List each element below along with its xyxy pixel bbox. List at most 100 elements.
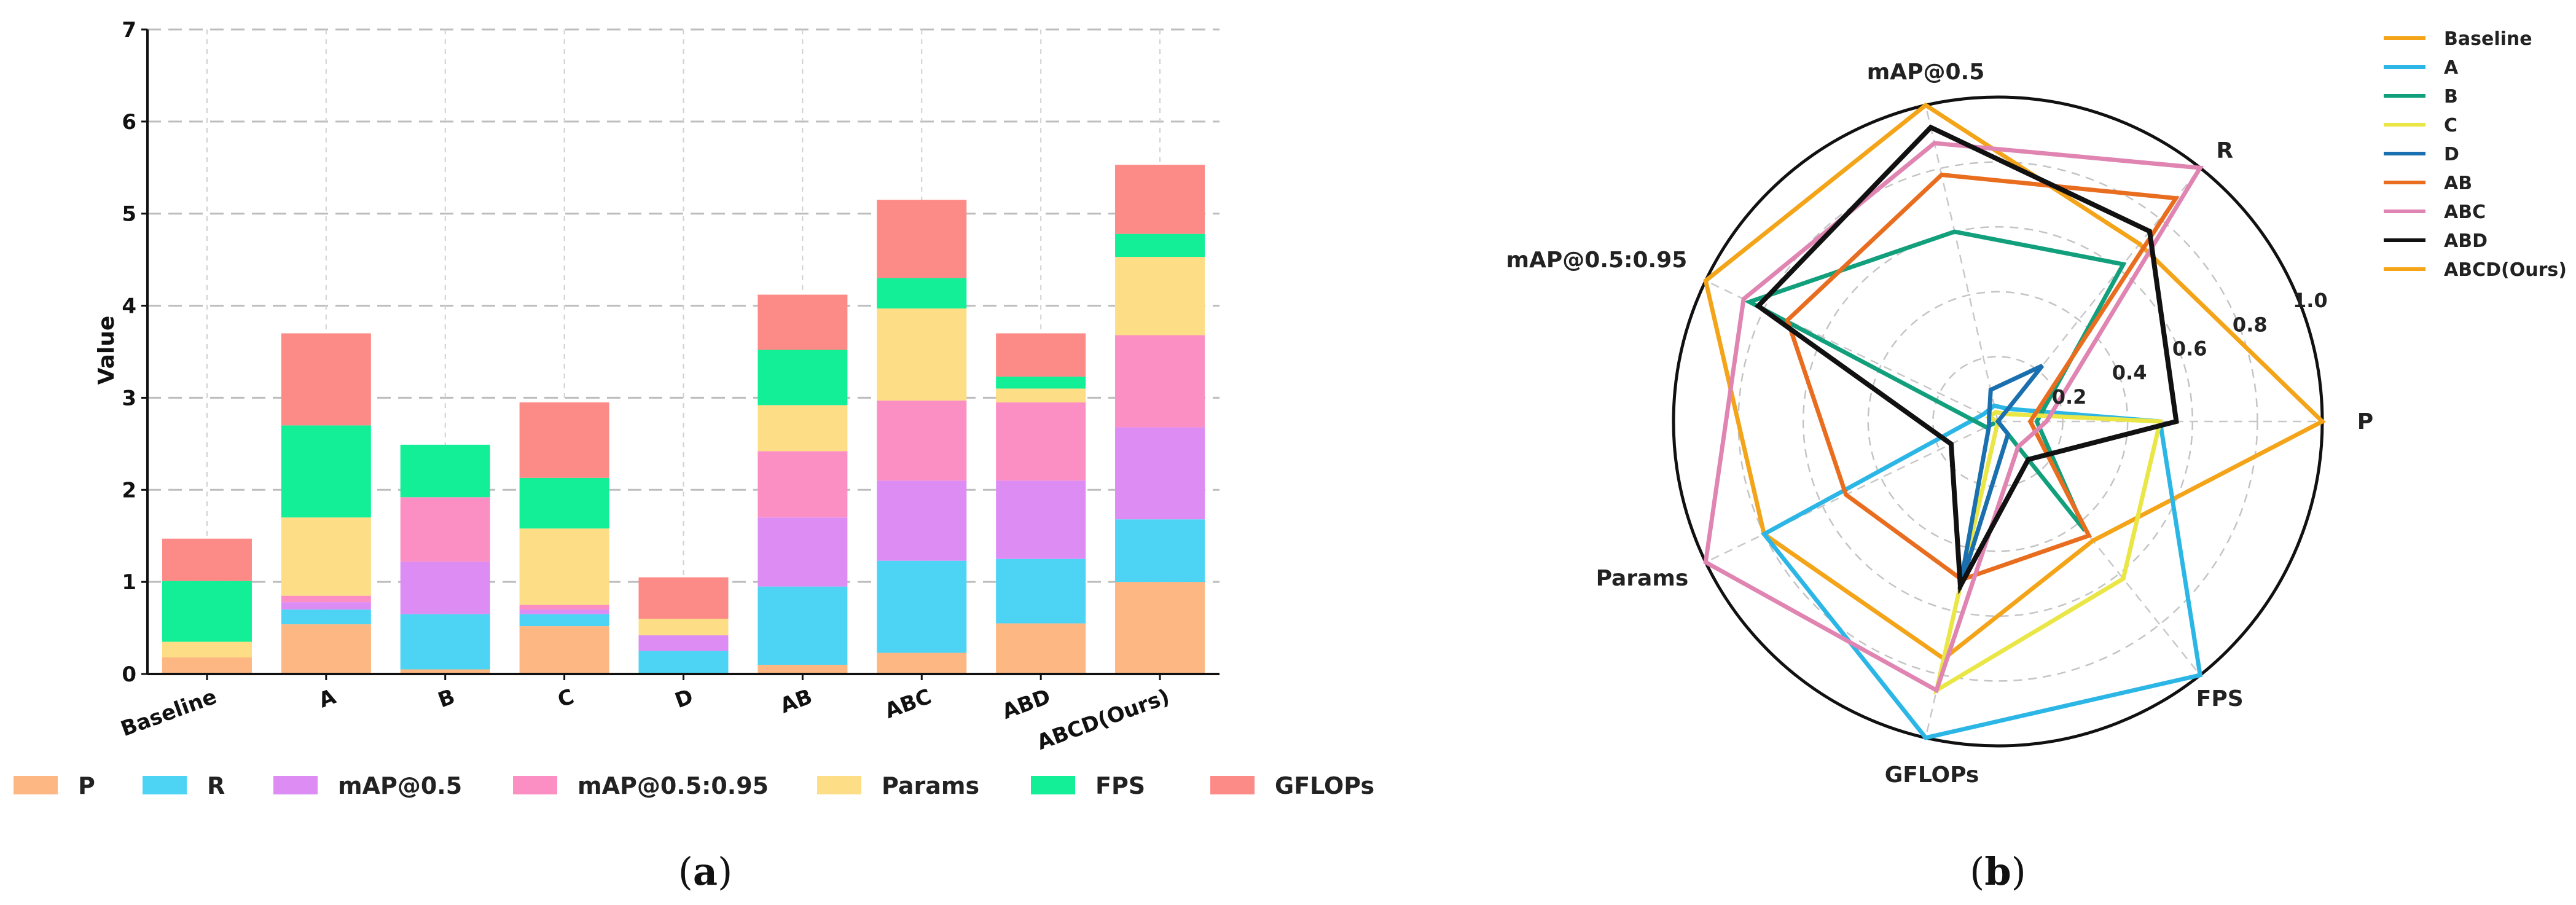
bar-segment: [638, 635, 729, 651]
bar-segment: [162, 657, 252, 674]
bar-segment: [996, 558, 1086, 624]
bar-segment: [996, 623, 1086, 674]
bar-segment: [877, 480, 967, 561]
radar-legend-label: AB: [2444, 173, 2472, 194]
bar-segment: [519, 402, 609, 478]
bar-segment: [996, 388, 1086, 402]
radar-series-polygon: [1744, 229, 2127, 532]
bar-x-tick-label: C: [555, 684, 577, 713]
bar-segment: [996, 480, 1086, 559]
bar-legend-swatch: [143, 776, 187, 794]
radar-r-tick-label: 0.2: [2052, 385, 2087, 409]
bar-segment: [638, 651, 729, 674]
radar-axis-label: P: [2357, 409, 2373, 434]
bar-segment: [281, 602, 371, 610]
bar-segment: [281, 425, 371, 518]
bar-legend-label: GFLOPs: [1275, 772, 1374, 799]
bar-legend-label: mAP@0.5:0.95: [577, 772, 769, 799]
bar-segment: [877, 652, 967, 674]
bar-x-tick-label: ABD: [999, 684, 1054, 724]
bar-segment: [758, 294, 848, 350]
radar-series-polygon: [1785, 172, 2180, 582]
bar-segment: [877, 560, 967, 653]
bar-segment: [162, 581, 252, 642]
bar-segment: [1115, 519, 1205, 582]
bar-segment: [400, 562, 490, 614]
bar-segment: [877, 278, 967, 309]
bar-segment: [996, 402, 1086, 481]
bar-segment: [1115, 233, 1205, 257]
bar-segment: [281, 609, 371, 625]
bar-segment: [519, 609, 609, 614]
bar-segment: [519, 626, 609, 674]
bar-segment: [281, 333, 371, 426]
bar-segment: [758, 350, 848, 405]
radar-series-polygon: [1703, 141, 2204, 694]
bar-segment: [877, 400, 967, 481]
bar-y-tick-label: 3: [122, 386, 136, 410]
radar-axis-label: R: [2216, 138, 2233, 163]
bar-segment: [519, 614, 609, 627]
bar-segment: [996, 376, 1086, 389]
radar-axis-label: FPS: [2196, 686, 2244, 711]
radar-series-polygon: [1754, 124, 2179, 595]
radar-spoke: [1997, 421, 2201, 676]
bar-segment: [1115, 257, 1205, 335]
radar-legend-label: ABC: [2444, 202, 2486, 223]
bar-legend-swatch: [273, 776, 318, 794]
radar-legend-label: D: [2444, 144, 2459, 165]
bar-y-tick-label: 4: [122, 294, 136, 319]
bar-y-tick-label: 6: [122, 110, 136, 135]
bar-legend-swatch: [513, 776, 557, 794]
bar-marks: [162, 165, 1205, 674]
bar-segment: [400, 497, 490, 562]
bar-y-tick-label: 7: [122, 18, 136, 42]
bar-x-tick-label: Baseline: [117, 684, 220, 742]
bar-x-tick-label: A: [315, 684, 339, 713]
bar-x-tick-label: AB: [777, 684, 816, 718]
bar-segment: [758, 517, 848, 587]
bar-y-tick-label: 2: [122, 478, 136, 503]
bar-segment: [281, 624, 371, 674]
radar-r-tick-label: 0.4: [2112, 361, 2147, 385]
bar-legend-label: Params: [882, 772, 979, 799]
radar-axis-label: mAP@0.5: [1867, 60, 1985, 85]
radar-legend-label: C: [2444, 115, 2457, 136]
bar-segment: [758, 586, 848, 665]
radar-r-tick-label: 1.0: [2293, 289, 2328, 312]
panel-letter-a: a: [693, 849, 718, 894]
radar-spoke: [1925, 104, 1999, 422]
bar-y-tick-label: 5: [122, 202, 136, 227]
bar-legend-swatch: [14, 776, 58, 794]
bar-segment: [519, 605, 609, 610]
bar-segment: [877, 308, 967, 401]
radar-spoke: [1705, 420, 1999, 563]
radar-legend-label: ABD: [2444, 230, 2488, 252]
panel-letter-b: b: [1984, 849, 2011, 894]
bar-segment: [162, 641, 252, 658]
bar-x-tick-label: ABCD(Ours): [1034, 684, 1173, 755]
radar-legend-label: B: [2444, 86, 2458, 108]
bar-segment: [758, 405, 848, 452]
bar-segment: [400, 444, 490, 498]
bar-y-axis-label: Value: [94, 316, 119, 385]
bar-segment: [638, 619, 729, 636]
bar-segment: [1115, 582, 1205, 674]
radar-axis-label: GFLOPs: [1885, 762, 1979, 788]
bar-legend-label: FPS: [1095, 772, 1145, 799]
bar-segment: [519, 528, 609, 605]
radar-r-tick-label: 0.8: [2233, 313, 2268, 336]
bar-segment: [400, 614, 490, 670]
bar-legend-label: R: [207, 772, 225, 799]
bar-y-tick-label: 0: [122, 662, 136, 687]
bar-segment: [758, 451, 848, 518]
bar-segment: [162, 538, 252, 581]
bar-segment: [638, 577, 729, 619]
radar-series: [1703, 102, 2326, 740]
bar-segment: [758, 665, 848, 674]
radar-r-tick-label: 0.6: [2172, 337, 2207, 360]
